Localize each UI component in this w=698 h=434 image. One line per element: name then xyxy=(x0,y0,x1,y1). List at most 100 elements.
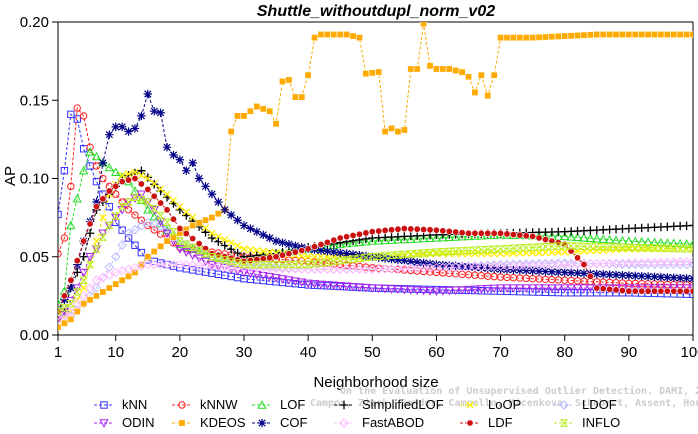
data-point xyxy=(176,203,184,211)
data-point xyxy=(400,126,408,134)
data-point xyxy=(317,241,325,249)
data-point xyxy=(278,251,286,259)
data-point xyxy=(112,182,120,190)
data-point xyxy=(221,235,229,244)
data-point xyxy=(394,225,402,233)
data-point xyxy=(451,261,460,271)
data-point xyxy=(387,251,396,260)
data-point xyxy=(143,259,153,270)
data-point xyxy=(547,267,557,276)
data-point xyxy=(322,258,332,266)
data-point xyxy=(611,258,621,269)
data-point xyxy=(490,71,498,79)
data-point xyxy=(624,258,634,268)
data-point xyxy=(181,240,191,248)
data-point xyxy=(214,232,223,241)
data-point xyxy=(163,190,171,198)
data-point xyxy=(60,166,69,175)
data-point xyxy=(73,268,82,277)
data-point xyxy=(66,283,76,293)
data-point xyxy=(497,34,505,42)
data-point xyxy=(464,246,473,255)
data-point xyxy=(233,216,242,225)
data-point xyxy=(561,32,569,40)
data-point xyxy=(118,178,126,186)
data-point xyxy=(585,233,596,242)
credit-line-2: Campos, Zimek, Sander, Campello, Micenko… xyxy=(310,397,698,409)
data-point xyxy=(125,272,133,280)
data-point xyxy=(105,284,113,292)
data-point xyxy=(432,260,441,269)
data-point xyxy=(367,253,377,261)
data-point xyxy=(380,264,390,274)
data-point xyxy=(452,228,460,236)
data-point xyxy=(682,245,691,253)
data-point xyxy=(535,234,543,242)
data-point xyxy=(529,232,537,240)
legend-label: ODIN xyxy=(122,415,155,430)
data-point xyxy=(58,323,62,331)
data-point xyxy=(471,88,479,96)
data-point xyxy=(515,284,525,293)
data-point xyxy=(452,67,460,75)
data-point xyxy=(496,245,505,253)
data-point xyxy=(252,260,262,271)
data-point xyxy=(252,227,262,236)
data-point xyxy=(271,262,281,272)
data-point xyxy=(92,197,101,207)
data-point xyxy=(343,233,351,241)
data-point xyxy=(200,257,211,267)
data-point xyxy=(150,180,158,188)
data-point xyxy=(585,284,596,293)
data-point xyxy=(99,213,107,222)
data-point xyxy=(343,31,351,39)
data-point xyxy=(284,260,294,269)
data-point xyxy=(663,31,671,39)
data-point xyxy=(156,108,165,117)
data-point xyxy=(413,225,421,233)
data-point xyxy=(157,199,165,207)
legend-marker xyxy=(559,400,569,410)
data-point xyxy=(630,243,640,252)
data-point xyxy=(374,253,383,262)
data-point xyxy=(625,287,633,295)
data-point xyxy=(457,262,467,271)
data-point xyxy=(586,272,594,280)
data-point xyxy=(271,260,281,269)
data-point xyxy=(348,264,358,274)
data-point xyxy=(291,93,299,101)
data-point xyxy=(463,285,474,295)
data-point xyxy=(380,254,390,263)
data-point xyxy=(130,124,140,133)
data-point xyxy=(432,248,441,256)
data-point xyxy=(484,229,492,237)
data-point xyxy=(662,244,672,252)
data-point xyxy=(79,268,89,278)
data-point xyxy=(259,255,267,263)
data-point xyxy=(388,124,396,132)
data-point xyxy=(137,171,146,180)
data-point xyxy=(137,166,146,175)
data-point xyxy=(245,263,256,273)
data-point xyxy=(419,258,428,268)
data-point xyxy=(669,238,679,247)
data-point xyxy=(572,284,583,293)
data-point xyxy=(521,260,531,271)
data-point xyxy=(412,263,422,273)
data-point xyxy=(676,287,684,295)
data-point xyxy=(683,287,691,295)
data-point xyxy=(118,198,126,206)
data-point xyxy=(509,34,517,42)
data-point xyxy=(476,246,486,254)
x-tick-label: 50 xyxy=(364,344,381,361)
data-point xyxy=(547,260,557,270)
data-point xyxy=(92,245,101,253)
data-point xyxy=(681,256,692,267)
data-point xyxy=(502,284,512,293)
data-point xyxy=(438,262,448,273)
data-point xyxy=(284,276,294,285)
data-point xyxy=(297,278,307,288)
data-point xyxy=(284,240,294,249)
data-point xyxy=(202,216,210,224)
